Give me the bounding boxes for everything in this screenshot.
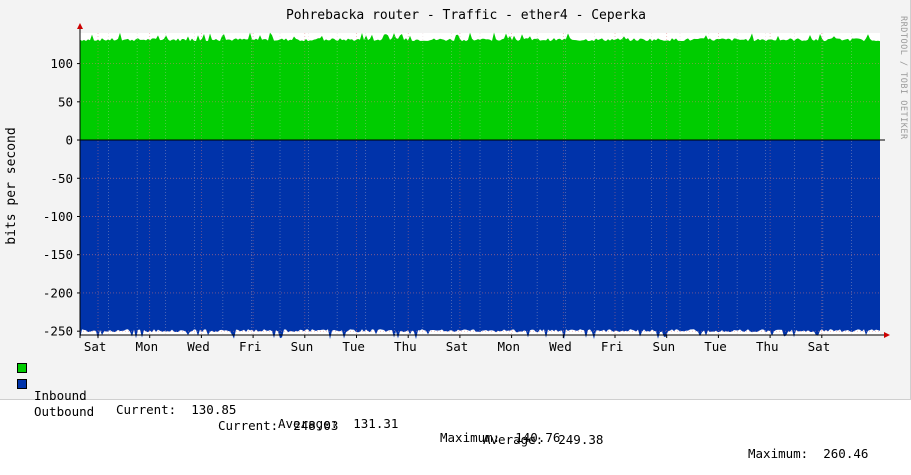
x-tick-label: Thu [394,339,417,354]
outbound-label: Outbound [34,404,95,419]
x-tick-label: Sun [653,339,676,354]
x-tick-label: Tue [342,339,365,354]
x-tick-label: Sat [808,339,831,354]
inbound-current: Current: 130.85 [116,402,237,417]
x-tick-label: Mon [497,339,520,354]
y-tick-label: 0 [65,133,73,148]
traffic-chart: Pohrebacka router - Traffic - ether4 - C… [4,8,908,354]
outbound-maximum: Maximum: 260.46 [748,446,869,461]
y-tick-label: 50 [58,94,73,109]
inbound-label: Inbound [34,388,87,403]
outbound-swatch [17,379,27,389]
x-tick-label: Sat [446,339,469,354]
legend-outbound: Outbound Current: 248.03 Average: 249.38… [17,377,868,475]
x-tick-label: Sat [84,339,107,354]
x-tick-label: Fri [239,339,262,354]
inbound-swatch [17,363,27,373]
x-tick-label: Mon [136,339,159,354]
chart-title: Pohrebacka router - Traffic - ether4 - C… [286,8,646,23]
outbound-current: Current: 248.03 [218,418,339,433]
y-tick-label: 100 [50,56,73,71]
y-tick-label: -250 [43,324,73,339]
x-tick-label: Tue [704,339,727,354]
y-tick-label: -100 [43,209,73,224]
y-tick-label: -150 [43,247,73,262]
outbound-average: Average: 249.38 [483,432,604,447]
rrd-graph: Pohrebacka router - Traffic - ether4 - C… [0,0,911,461]
x-tick-label: Wed [187,339,210,354]
x-tick-label: Fri [601,339,624,354]
rrdtool-watermark: RRDTOOL / TOBI OETIKER [898,16,908,140]
x-tick-label: Sun [291,339,314,354]
x-tick-label: Thu [756,339,779,354]
x-axis-arrow [884,332,890,338]
series-area-inbound [80,32,880,141]
y-axis-label: bits per second [4,127,19,244]
y-axis-arrow [77,23,83,29]
y-tick-label: -50 [50,171,73,186]
x-tick-label: Wed [549,339,572,354]
y-tick-label: -200 [43,285,73,300]
